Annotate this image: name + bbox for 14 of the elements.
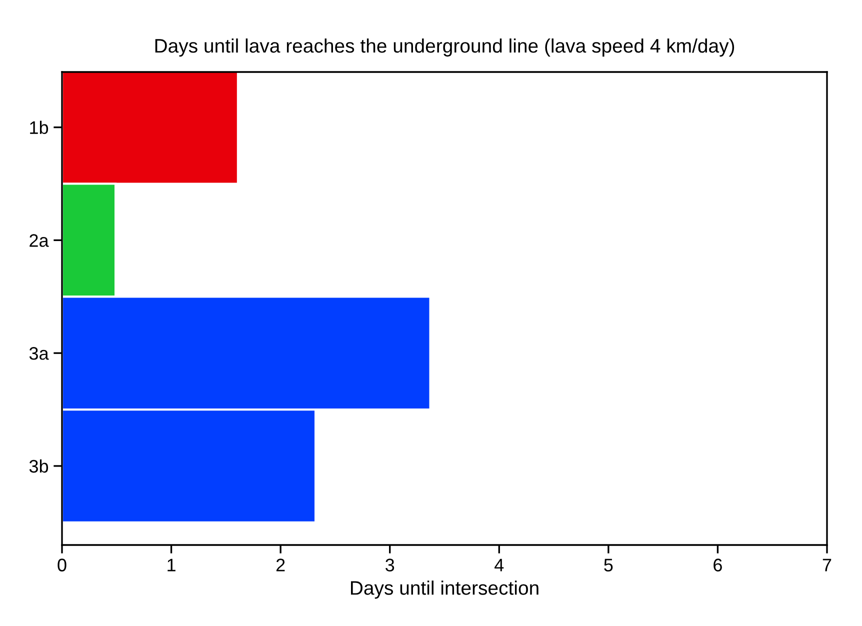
y-tick-label: 3a — [29, 347, 49, 360]
x-tick-label: 5 — [604, 558, 613, 572]
chart-title: Days until lava reaches the underground line (lava speed 4 km/day) — [155, 38, 734, 57]
x-tick-label: 6 — [714, 558, 722, 572]
x-axis-title: Days until intersection — [350, 580, 538, 599]
x-tick-label: 2 — [276, 558, 285, 572]
x-tick-label: 0 — [58, 558, 66, 572]
x-tick-label: 3 — [386, 558, 394, 572]
y-tick-label: 2a — [30, 234, 49, 247]
x-tick-label: 1 — [168, 558, 176, 572]
x-tick-label: 4 — [494, 558, 504, 572]
x-tick-label: 7 — [822, 558, 832, 572]
y-tick-label: 1b — [30, 120, 48, 134]
y-tick-label: 3b — [29, 459, 48, 473]
